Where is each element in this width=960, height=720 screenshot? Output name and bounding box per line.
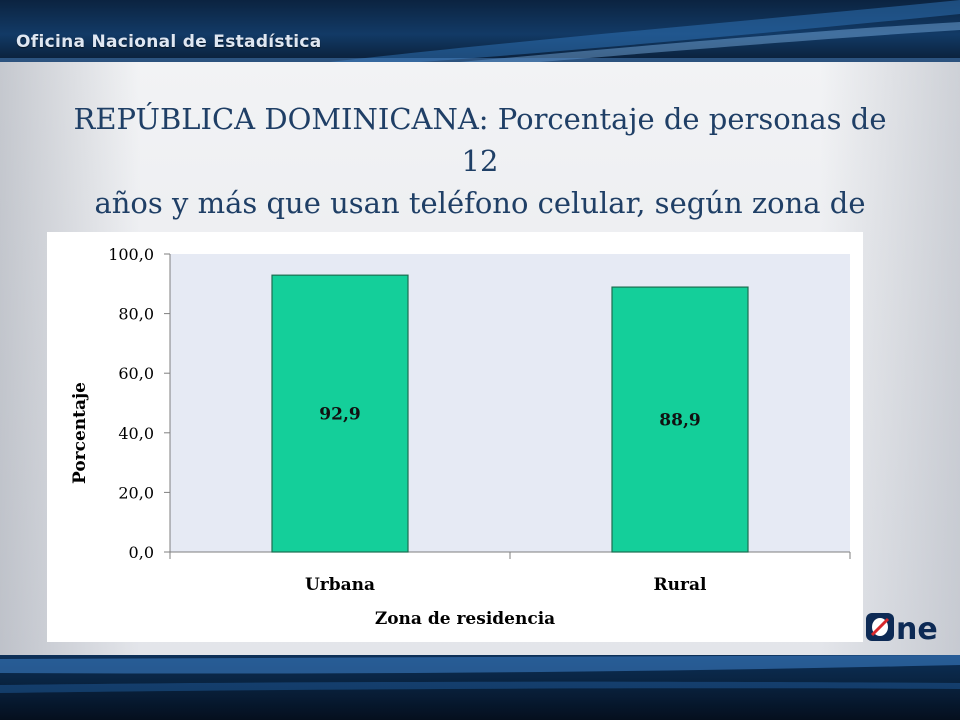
org-title: Oficina Nacional de Estadística xyxy=(16,32,322,52)
one-logo-icon: ne xyxy=(866,612,938,647)
x-tick-label: Urbana xyxy=(305,575,375,595)
x-axis: Urbana Rural xyxy=(169,551,851,595)
data-label: 88,9 xyxy=(659,411,700,431)
y-axis: 0,0 20,0 40,0 60,0 80,0 100,0 xyxy=(108,245,171,562)
chart-panel: 0,0 20,0 40,0 60,0 80,0 100,0 Urbana Rural 92,… xyxy=(47,232,863,642)
y-axis-label: Porcentaje xyxy=(70,382,90,484)
bar-rural xyxy=(611,286,749,553)
data-label: 92,9 xyxy=(319,405,360,425)
footer-swoosh xyxy=(0,655,960,693)
logo-text: ne xyxy=(896,612,938,645)
bar-chart: 0,0 20,0 40,0 60,0 80,0 100,0 Urbana Rural 92,… xyxy=(70,245,851,629)
header-swoosh xyxy=(0,0,960,62)
y-tick-label: 0,0 xyxy=(129,543,154,562)
slide-title-line-1: REPÚBLICA DOMINICANA: Porcentaje de pers… xyxy=(73,102,887,178)
one-logo: ne xyxy=(864,605,944,647)
y-tick-label: 40,0 xyxy=(118,424,154,443)
y-tick-label: 100,0 xyxy=(108,245,154,264)
y-tick-label: 60,0 xyxy=(118,364,154,383)
slide-title-line-2: años y más que usan teléfono celular, se… xyxy=(94,186,866,220)
bar-urbana xyxy=(271,274,409,553)
y-tick-label: 80,0 xyxy=(118,305,154,324)
x-axis-label: Zona de residencia xyxy=(375,609,555,629)
footer-band xyxy=(0,655,960,720)
header-band: Oficina Nacional de Estadística xyxy=(0,0,960,62)
x-tick-label: Rural xyxy=(654,575,707,595)
y-tick-label: 20,0 xyxy=(118,483,154,502)
bars: 92,9 88,9 xyxy=(271,274,749,553)
